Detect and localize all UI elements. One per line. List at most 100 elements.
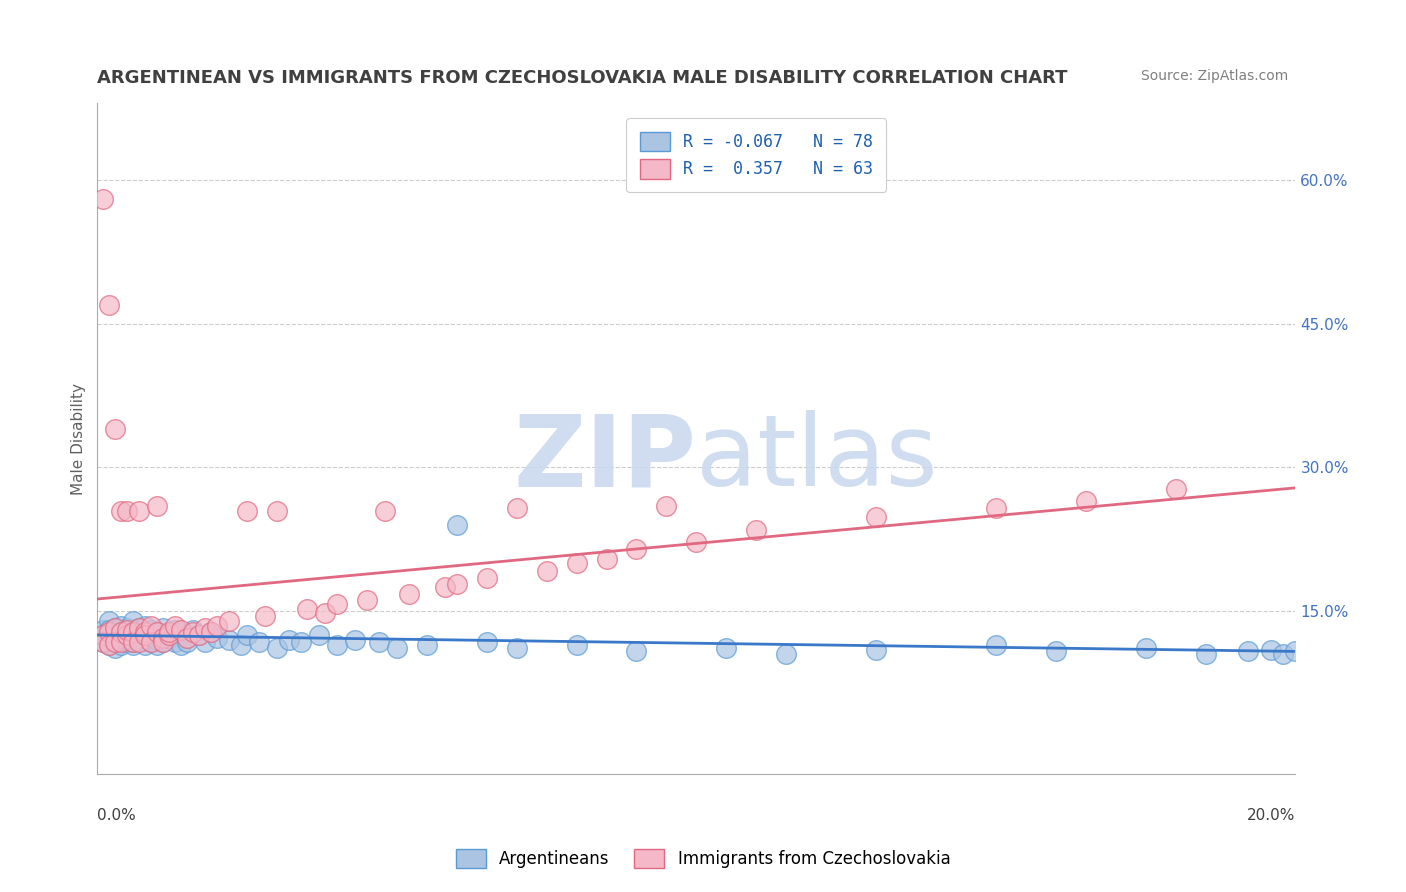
Point bbox=[93, 635, 115, 649]
Point bbox=[117, 635, 139, 649]
Point bbox=[110, 638, 132, 652]
Point bbox=[122, 638, 145, 652]
Point bbox=[117, 624, 139, 638]
Point bbox=[104, 635, 127, 649]
Point bbox=[170, 624, 193, 638]
Point bbox=[110, 632, 132, 647]
Point bbox=[176, 635, 198, 649]
Point bbox=[152, 635, 174, 649]
Point bbox=[314, 606, 336, 620]
Point bbox=[128, 628, 150, 642]
Point bbox=[157, 628, 180, 642]
Point bbox=[170, 638, 193, 652]
Point bbox=[117, 628, 139, 642]
Point bbox=[122, 625, 145, 640]
Point bbox=[374, 503, 396, 517]
Point bbox=[205, 618, 228, 632]
Point bbox=[278, 632, 301, 647]
Point bbox=[146, 625, 169, 640]
Point bbox=[146, 625, 169, 640]
Point bbox=[134, 625, 156, 640]
Point bbox=[110, 503, 132, 517]
Point bbox=[110, 625, 132, 640]
Point bbox=[205, 631, 228, 645]
Text: 20.0%: 20.0% bbox=[1247, 807, 1295, 822]
Point bbox=[1284, 644, 1306, 658]
Point bbox=[122, 614, 145, 628]
Point bbox=[134, 618, 156, 632]
Point bbox=[146, 632, 169, 647]
Point bbox=[194, 635, 217, 649]
Point bbox=[266, 503, 288, 517]
Point bbox=[176, 631, 198, 645]
Point bbox=[98, 631, 121, 645]
Point bbox=[176, 631, 198, 645]
Point bbox=[326, 597, 349, 611]
Point bbox=[152, 635, 174, 649]
Point bbox=[1260, 642, 1282, 657]
Point bbox=[200, 625, 222, 640]
Point bbox=[685, 535, 707, 549]
Point bbox=[984, 638, 1007, 652]
Point bbox=[505, 500, 527, 515]
Point bbox=[170, 625, 193, 640]
Point bbox=[104, 635, 127, 649]
Point bbox=[416, 638, 439, 652]
Point bbox=[775, 648, 797, 662]
Text: 0.0%: 0.0% bbox=[97, 807, 136, 822]
Point bbox=[152, 631, 174, 645]
Point bbox=[165, 624, 187, 638]
Point bbox=[104, 622, 127, 636]
Point bbox=[98, 638, 121, 652]
Point bbox=[308, 628, 330, 642]
Point bbox=[93, 192, 115, 206]
Point bbox=[1272, 648, 1295, 662]
Point bbox=[141, 635, 163, 649]
Text: ARGENTINEAN VS IMMIGRANTS FROM CZECHOSLOVAKIA MALE DISABILITY CORRELATION CHART: ARGENTINEAN VS IMMIGRANTS FROM CZECHOSLO… bbox=[97, 69, 1067, 87]
Point bbox=[146, 499, 169, 513]
Point bbox=[117, 631, 139, 645]
Point bbox=[98, 297, 121, 311]
Point bbox=[110, 635, 132, 649]
Point bbox=[93, 635, 115, 649]
Point bbox=[218, 614, 240, 628]
Point bbox=[343, 632, 366, 647]
Point bbox=[1074, 494, 1097, 508]
Point bbox=[236, 503, 259, 517]
Point bbox=[122, 625, 145, 640]
Point bbox=[104, 622, 127, 636]
Point bbox=[326, 638, 349, 652]
Point bbox=[157, 631, 180, 645]
Point bbox=[104, 628, 127, 642]
Point bbox=[141, 618, 163, 632]
Point bbox=[110, 618, 132, 632]
Point bbox=[134, 628, 156, 642]
Point bbox=[181, 624, 204, 638]
Point bbox=[984, 500, 1007, 515]
Point bbox=[716, 640, 738, 655]
Point bbox=[188, 628, 211, 642]
Point bbox=[128, 503, 150, 517]
Point bbox=[655, 499, 678, 513]
Point bbox=[157, 628, 180, 642]
Point bbox=[134, 638, 156, 652]
Point bbox=[385, 640, 408, 655]
Point bbox=[194, 622, 217, 636]
Point bbox=[626, 644, 648, 658]
Point bbox=[236, 628, 259, 642]
Point bbox=[745, 523, 768, 537]
Point bbox=[188, 628, 211, 642]
Point bbox=[134, 625, 156, 640]
Point bbox=[165, 635, 187, 649]
Point bbox=[295, 602, 318, 616]
Legend: R = -0.067   N = 78, R =  0.357   N = 63: R = -0.067 N = 78, R = 0.357 N = 63 bbox=[626, 119, 886, 192]
Point bbox=[229, 638, 252, 652]
Point bbox=[475, 571, 498, 585]
Point bbox=[1135, 640, 1157, 655]
Point bbox=[626, 541, 648, 556]
Point bbox=[93, 628, 115, 642]
Point bbox=[141, 624, 163, 638]
Point bbox=[152, 622, 174, 636]
Point bbox=[865, 510, 887, 524]
Point bbox=[117, 503, 139, 517]
